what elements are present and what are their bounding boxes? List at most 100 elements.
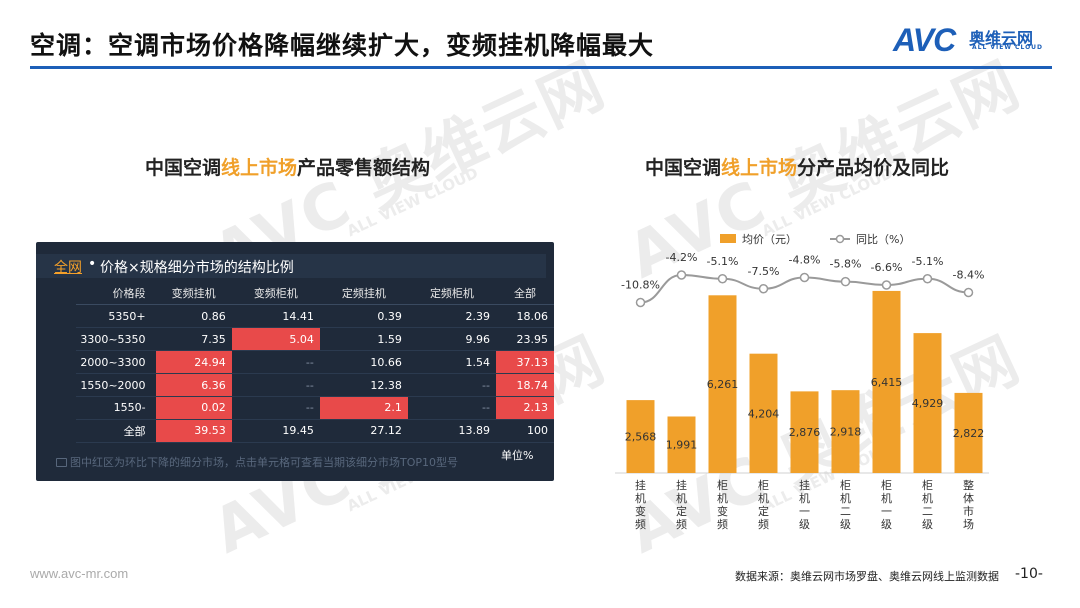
table-cell[interactable]: 19.45 [231,419,320,443]
table-cell[interactable]: 27.12 [319,419,408,443]
legend-bar-swatch [720,234,736,243]
table-header-title: 价格×规格细分市场的结构比例 [100,260,294,276]
footer-url[interactable]: www.avc-mr.com [30,566,129,581]
line-point [635,297,646,308]
x-tick-label: 机 [799,491,810,505]
table-cell[interactable]: 12.38 [319,373,408,397]
table-cell[interactable]: 37.13 [495,350,554,375]
bar-value-label: 1,991 [666,439,698,452]
table-row: 1550~2000 6.36 -- 12.38 -- 18.74 [76,373,554,397]
x-tick-label: 柜 [758,479,769,492]
comment-icon [56,458,67,467]
table-cell[interactable]: -- [231,373,320,397]
bar [790,391,819,473]
table-cell[interactable]: -- [231,396,320,420]
x-tick-label: 级 [840,518,851,531]
x-tick-label: 机 [676,491,687,505]
price-segment-cell: 1550- [76,396,156,420]
bar-value-label: 4,204 [748,407,780,420]
table-row: 3300~5350 7.35 5.04 1.59 9.96 23.95 [76,327,554,352]
left-panel-title: 中国空调线上市场产品零售额结构 [145,153,430,180]
data-source: 数据来源：奥维云网市场罗盘、奥维云网线上监测数据 [735,570,999,583]
table-cell[interactable]: 23.95 [495,327,554,352]
table-cell[interactable]: 14.41 [231,304,320,329]
x-tick-label: 柜 [840,479,851,492]
x-tick-label: 挂 [799,478,810,492]
line-point [922,274,933,284]
line-value-label: -5.1% [707,255,739,268]
bar [831,390,860,473]
table-cell[interactable]: 2.39 [407,304,496,329]
x-tick-label: 机 [635,491,646,505]
column-header: 全部 [495,282,554,306]
table-cell[interactable]: 0.02 [155,396,232,420]
table-header-bar: 全网 • 价格×规格细分市场的结构比例 [36,254,546,278]
legend-label: 均价（元） [742,233,797,246]
table-cell[interactable]: 7.35 [155,327,232,352]
table-cell[interactable]: 18.06 [495,304,554,329]
table-cell[interactable]: 0.86 [155,304,232,329]
slide-title: 空调：空调市场价格降幅继续扩大，变频挂机降幅最大 [30,31,655,60]
table-cell[interactable]: 100 [495,419,554,443]
table-cell[interactable]: 6.36 [155,373,232,397]
table-cell[interactable]: 39.53 [155,419,232,443]
line-value-label: -4.2% [666,251,698,264]
table-unit: 单位% [501,449,534,462]
bar-value-label: 4,929 [912,397,944,410]
x-tick-label: 柜 [717,479,728,492]
x-tick-label: 机 [881,491,892,505]
bar [667,416,696,473]
table-cell[interactable]: -- [407,373,496,397]
right-panel-title: 中国空调线上市场分产品均价及同比 [645,153,949,180]
header-bullet: • [88,256,97,272]
x-tick-label: 机 [717,491,728,505]
table-cell[interactable]: 13.89 [407,419,496,443]
bar [749,353,778,473]
legend-line-marker [835,234,845,244]
table-cell[interactable]: 18.74 [495,373,554,397]
table-row: 2000~3300 24.94 -- 10.66 1.54 37.13 [76,350,554,375]
bar [872,290,901,473]
x-tick-label: 变 [717,504,728,518]
table-cell[interactable]: 0.39 [319,304,408,329]
x-tick-label: 频 [635,517,646,531]
line-value-label: -5.8% [830,258,862,271]
bar-value-label: 6,415 [871,376,903,389]
table-cell[interactable]: 1.54 [407,350,496,375]
logo-mark: AVC [893,22,956,58]
table-cell[interactable]: -- [407,396,496,420]
table-row: 5350+ 0.86 14.41 0.39 2.39 18.06 [76,304,554,329]
line-point [717,274,728,284]
table-row: 全部 39.53 19.45 27.12 13.89 100 [76,419,554,443]
line-point [840,276,851,287]
x-tick-label: 整 [963,478,974,492]
line-point [963,287,974,298]
bar [626,400,655,473]
line-point [881,280,892,290]
x-tick-label: 市 [963,504,974,518]
table-cell[interactable]: 1.59 [319,327,408,352]
table-cell[interactable]: -- [231,350,320,375]
line-point [758,284,769,294]
table-cell[interactable]: 24.94 [155,350,232,375]
right-title-pre: 中国空调 [645,157,722,179]
x-tick-label: 机 [922,491,933,505]
table-cell[interactable]: 2.1 [319,396,408,420]
x-tick-label: 二 [922,505,933,518]
line-value-label: -6.6% [871,261,903,274]
table-cell[interactable]: 2.13 [495,396,554,420]
bar [913,333,942,473]
price-segment-cell: 全部 [76,419,156,443]
table-cell[interactable]: 9.96 [407,327,496,352]
x-tick-label: 场 [963,517,974,531]
table-cell[interactable]: 5.04 [231,327,320,352]
column-header: 定频柜机 [407,282,496,306]
all-network-link[interactable]: 全网 [54,260,82,276]
legend-label: 同比（%） [856,233,910,246]
table-cell[interactable]: 10.66 [319,350,408,375]
column-header: 变频挂机 [155,282,232,306]
table-note: 图中红区为环比下降的细分市场，点击单元格可查看当期该细分市场TOP10型号 [56,454,458,470]
bar [954,392,983,473]
x-tick-label: 柜 [881,479,892,492]
